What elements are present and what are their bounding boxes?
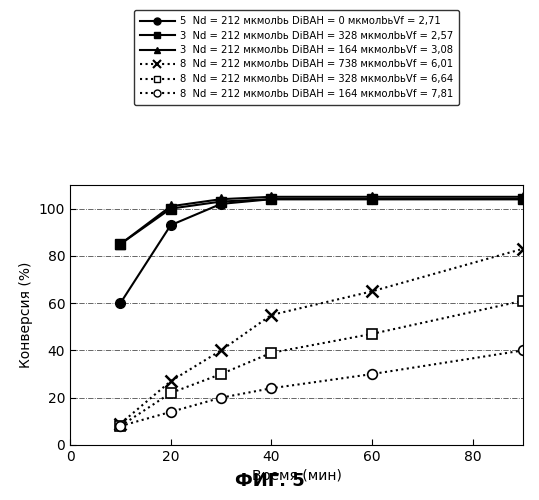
Y-axis label: Конверсия (%): Конверсия (%) bbox=[19, 262, 33, 368]
Text: ФИГ. 5: ФИГ. 5 bbox=[234, 472, 305, 490]
Legend: 5  Nd = 212 мкмолbь DiBAH = 0 мкмолbьVf = 2,71, 3  Nd = 212 мкмолbь DiBAH = 328 : 5 Nd = 212 мкмолbь DiBAH = 0 мкмолbьVf =… bbox=[134, 10, 459, 104]
X-axis label: Время (мин): Время (мин) bbox=[252, 470, 341, 484]
